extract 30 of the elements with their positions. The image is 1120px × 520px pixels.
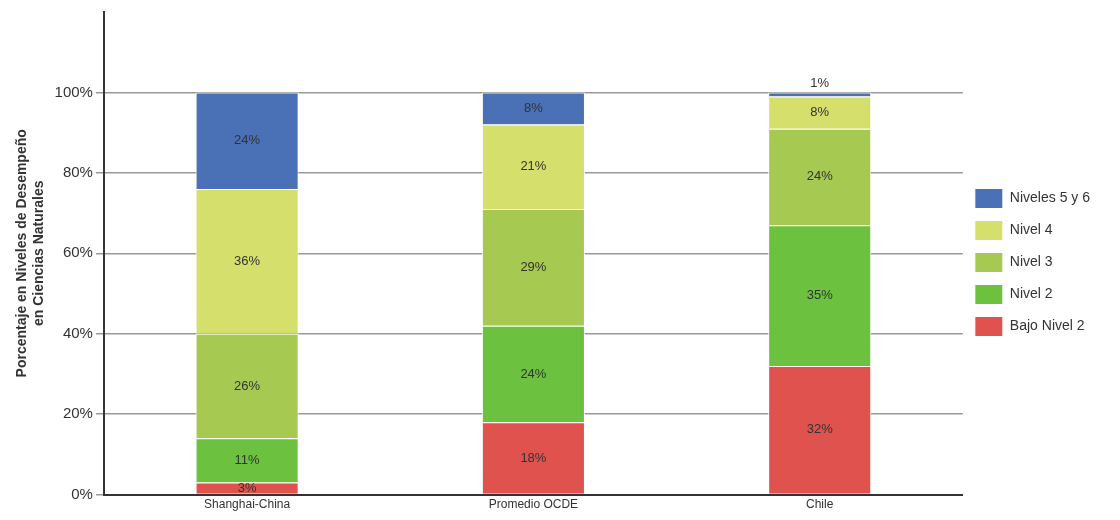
legend-label: Nivel 3: [1009, 253, 1053, 270]
y-tick-label: 40%: [62, 323, 93, 341]
data-label: 24%: [234, 132, 261, 148]
data-label: 36%: [234, 252, 261, 268]
data-label: 35%: [806, 287, 834, 303]
x-tick-label: Chile: [806, 497, 834, 512]
data-label: 8%: [810, 104, 830, 120]
data-label: 18%: [520, 449, 547, 465]
data-label: 26%: [234, 377, 261, 393]
x-tick-label: Shanghai-China: [204, 497, 291, 512]
data-label: 24%: [520, 365, 547, 381]
data-label: 29%: [520, 258, 547, 274]
x-tick-label: Promedio OCDE: [488, 497, 579, 512]
legend-label: Nivel 2: [1009, 285, 1053, 302]
y-tick-label: 0%: [71, 484, 93, 502]
y-axis-title: Porcentaje en Niveles de Desempeño en Ciencias Naturales: [13, 129, 47, 378]
y-tick-label: 60%: [62, 243, 93, 261]
data-label: 8%: [524, 100, 544, 116]
y-tick-label: 80%: [62, 163, 93, 181]
data-label: 21%: [520, 158, 547, 174]
y-tick-label: 100%: [54, 82, 93, 100]
legend-label: Niveles 5 y 6: [1009, 189, 1091, 206]
data-label: 1%: [810, 75, 830, 91]
y-tick-label: 20%: [62, 404, 93, 422]
data-label: 3%: [237, 479, 257, 495]
legend-label: Bajo Nivel 2: [1009, 317, 1085, 334]
data-label: 11%: [234, 451, 261, 467]
data-label: 32%: [806, 421, 834, 437]
legend-label: Nivel 4: [1009, 221, 1053, 238]
data-label: 24%: [806, 168, 834, 184]
